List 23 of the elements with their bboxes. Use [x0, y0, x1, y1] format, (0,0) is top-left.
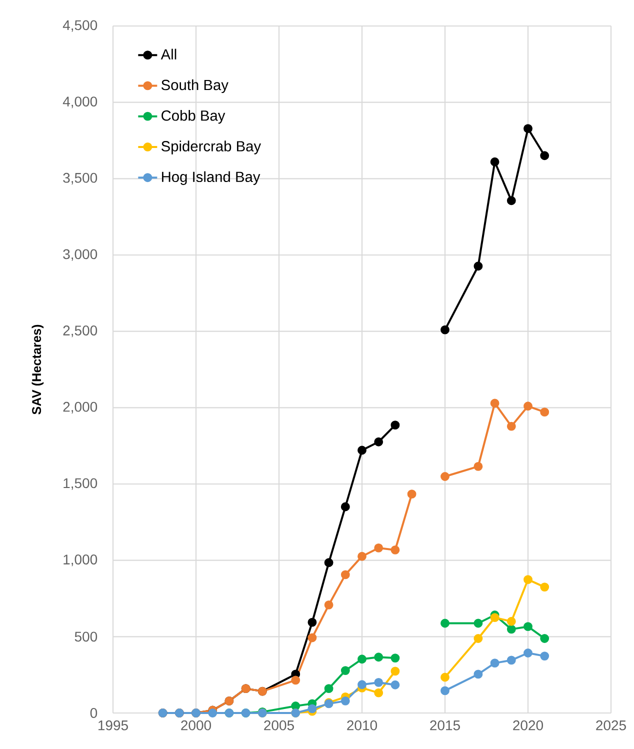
x-tick-label: 2010 [347, 720, 378, 730]
x-tick-label: 2000 [181, 720, 212, 730]
y-tick-label: 2,500 [63, 326, 98, 338]
y-tick-label: 0 [90, 708, 98, 718]
y-axis-title: SAV (Hectares) [32, 324, 44, 414]
y-tick-label: 3,500 [63, 172, 98, 184]
x-tick-label: 2005 [264, 720, 294, 730]
x-tick-label: 2020 [513, 720, 544, 730]
y-tick-label: 1,000 [64, 554, 98, 566]
y-tick-label: 2,000 [63, 402, 98, 414]
x-tick-label: 1995 [98, 720, 128, 730]
y-tick-label: 4,500 [62, 20, 98, 32]
x-tick-label: 2015 [430, 720, 460, 730]
legend-label: All [160, 48, 176, 60]
y-tick-label: 1,500 [64, 478, 98, 490]
y-tick-label: 4,000 [62, 96, 98, 108]
legend-label: Spidercrab Bay [161, 140, 262, 154]
y-tick-label: 3,000 [63, 249, 98, 261]
x-tick-label: 2025 [596, 720, 626, 730]
legend-label: Hog Island Bay [162, 171, 260, 185]
legend-label: Cobb Bay [162, 110, 226, 124]
legend-label: South Bay [161, 79, 228, 94]
y-tick-label: 500 [74, 632, 98, 642]
